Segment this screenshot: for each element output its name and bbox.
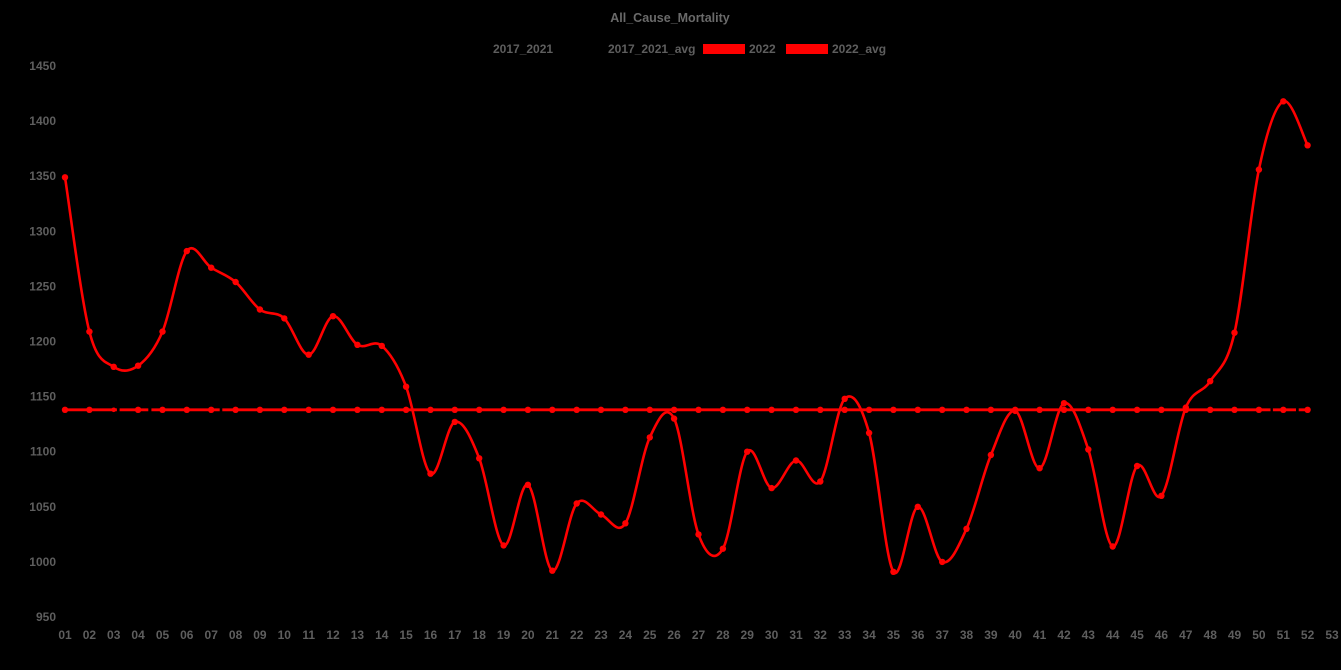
svg-text:44: 44 [1106,628,1120,642]
svg-text:39: 39 [984,628,998,642]
svg-text:24: 24 [619,628,633,642]
svg-text:16: 16 [424,628,438,642]
svg-text:1050: 1050 [29,500,56,514]
svg-text:50: 50 [1252,628,1266,642]
svg-text:09: 09 [253,628,267,642]
svg-text:1250: 1250 [29,279,56,293]
svg-text:15: 15 [399,628,413,642]
svg-text:02: 02 [83,628,97,642]
svg-text:25: 25 [643,628,657,642]
svg-text:04: 04 [131,628,145,642]
svg-text:05: 05 [156,628,170,642]
svg-text:53: 53 [1325,628,1339,642]
svg-text:26: 26 [667,628,681,642]
svg-text:17: 17 [448,628,462,642]
svg-text:29: 29 [741,628,755,642]
svg-text:10: 10 [278,628,292,642]
svg-text:21: 21 [546,628,560,642]
svg-text:27: 27 [692,628,706,642]
svg-text:03: 03 [107,628,121,642]
svg-text:22: 22 [570,628,584,642]
svg-text:1400: 1400 [29,114,56,128]
svg-text:1450: 1450 [29,59,56,73]
svg-text:1350: 1350 [29,169,56,183]
svg-text:28: 28 [716,628,730,642]
svg-text:47: 47 [1179,628,1193,642]
svg-text:All_Cause_Mortality: All_Cause_Mortality [610,11,730,25]
svg-text:30: 30 [765,628,779,642]
svg-text:2017_2021: 2017_2021 [493,42,553,56]
svg-text:52: 52 [1301,628,1315,642]
svg-text:1300: 1300 [29,224,56,238]
svg-text:11: 11 [302,628,315,642]
svg-text:2017_2021_avg: 2017_2021_avg [608,42,695,56]
svg-text:18: 18 [473,628,487,642]
svg-text:1150: 1150 [30,390,56,404]
svg-text:20: 20 [521,628,535,642]
svg-text:42: 42 [1057,628,1071,642]
svg-text:40: 40 [1009,628,1023,642]
svg-text:41: 41 [1033,628,1047,642]
svg-text:33: 33 [838,628,852,642]
svg-text:31: 31 [789,628,803,642]
svg-text:38: 38 [960,628,974,642]
svg-text:1000: 1000 [29,555,56,569]
svg-text:48: 48 [1204,628,1218,642]
svg-text:36: 36 [911,628,925,642]
svg-text:34: 34 [862,628,876,642]
svg-text:01: 01 [58,628,72,642]
svg-text:51: 51 [1277,628,1291,642]
svg-text:07: 07 [205,628,219,642]
svg-text:1200: 1200 [29,335,56,349]
svg-text:08: 08 [229,628,243,642]
svg-text:13: 13 [351,628,365,642]
svg-text:37: 37 [936,628,950,642]
svg-text:43: 43 [1082,628,1096,642]
svg-text:45: 45 [1130,628,1144,642]
svg-text:19: 19 [497,628,511,642]
svg-text:35: 35 [887,628,901,642]
svg-text:46: 46 [1155,628,1169,642]
svg-text:2022_avg: 2022_avg [832,42,886,56]
svg-text:23: 23 [594,628,608,642]
svg-text:49: 49 [1228,628,1242,642]
svg-text:14: 14 [375,628,389,642]
svg-text:12: 12 [326,628,340,642]
svg-text:32: 32 [814,628,828,642]
svg-text:1100: 1100 [30,445,56,459]
svg-text:950: 950 [36,610,56,624]
svg-text:2022: 2022 [749,42,776,56]
svg-text:06: 06 [180,628,194,642]
